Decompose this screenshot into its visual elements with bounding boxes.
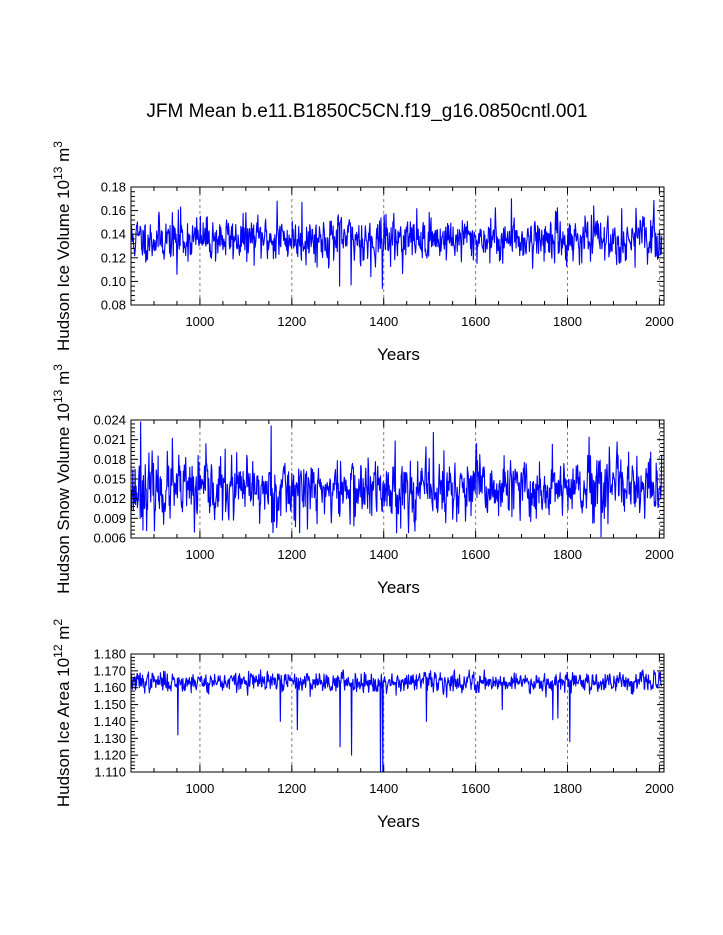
x-tick-label-1600: 1600 xyxy=(461,781,490,796)
x-tick-label-2000: 2000 xyxy=(645,314,674,329)
y-tick-label: 1.130 xyxy=(93,731,126,746)
x-tick-label-1600: 1600 xyxy=(461,314,490,329)
y-axis-label: Hudson Ice Area 1012 m2 xyxy=(51,619,73,808)
x-tick-label-1800: 1800 xyxy=(553,781,582,796)
panel-hudson-snow-volume: 1000 1200 1400 1600 1800 2000 0.006 0.009 0.012 0… xyxy=(51,364,674,597)
panel-hudson-ice-volume: 1000 1200 1400 1600 1800 2000 0.08 0.10 0.12 0.14… xyxy=(51,141,674,364)
x-tick-label-1200: 1200 xyxy=(277,781,306,796)
y-axis-label: Hudson Snow Volume 1013 m3 xyxy=(51,364,73,594)
x-tick-label-1800: 1800 xyxy=(553,547,582,562)
x-tick-label-1400: 1400 xyxy=(369,547,398,562)
x-tick-label-1200: 1200 xyxy=(277,314,306,329)
panel-hudson-ice-area: 1000 1200 1400 1600 1800 2000 1.110 1.120 1.130 1… xyxy=(51,619,674,831)
chart-title: JFM Mean b.e11.B1850C5CN.f19_g16.0850cnt… xyxy=(146,101,587,122)
y-tick-label: 1.120 xyxy=(93,748,126,763)
y-tick-label: 0.14 xyxy=(101,227,126,242)
x-tick-label-1400: 1400 xyxy=(369,314,398,329)
y-tick-label: 0.018 xyxy=(93,452,126,467)
series-line xyxy=(130,421,663,538)
x-tick-label-1000: 1000 xyxy=(185,314,214,329)
y-tick-label: 1.110 xyxy=(94,765,126,780)
y-tick-label: 0.08 xyxy=(101,298,126,313)
x-axis-label: Years xyxy=(377,578,420,597)
y-tick-label: 0.009 xyxy=(93,511,126,526)
x-tick-label-1000: 1000 xyxy=(185,547,214,562)
y-tick-label: 0.10 xyxy=(101,274,126,289)
plot-frame xyxy=(130,186,665,306)
x-axis-label: Years xyxy=(377,345,420,364)
y-tick-label: 0.18 xyxy=(101,180,126,195)
x-tick-label-1600: 1600 xyxy=(461,547,490,562)
x-tick-label-1200: 1200 xyxy=(277,547,306,562)
series-line xyxy=(130,669,663,773)
y-tick-label: 1.170 xyxy=(93,663,126,678)
y-tick-label: 1.160 xyxy=(93,680,126,695)
y-tick-label: 0.015 xyxy=(93,472,126,487)
y-axis-label: Hudson Ice Volume 1013 m3 xyxy=(51,141,73,351)
y-tick-label: 0.12 xyxy=(101,250,126,265)
x-tick-label-1000: 1000 xyxy=(185,781,214,796)
x-tick-label-2000: 2000 xyxy=(645,547,674,562)
y-tick-label: 0.021 xyxy=(93,432,126,447)
x-tick-label-1800: 1800 xyxy=(553,314,582,329)
y-tick-label: 1.140 xyxy=(93,714,126,729)
y-tick-label: 1.150 xyxy=(93,697,126,712)
y-tick-label: 1.180 xyxy=(93,647,126,662)
y-tick-label: 0.16 xyxy=(101,203,126,218)
x-axis-label: Years xyxy=(377,812,420,831)
series-line xyxy=(130,198,663,290)
plot-frame xyxy=(130,653,665,773)
y-tick-label: 0.024 xyxy=(93,413,126,428)
chart-panels: 1000 1200 1400 1600 1800 2000 0.08 0.10 0.12 0.14… xyxy=(51,141,674,831)
x-tick-label-1400: 1400 xyxy=(369,781,398,796)
y-tick-label: 0.006 xyxy=(93,531,126,546)
x-tick-label-2000: 2000 xyxy=(645,781,674,796)
y-tick-label: 0.012 xyxy=(93,491,126,506)
